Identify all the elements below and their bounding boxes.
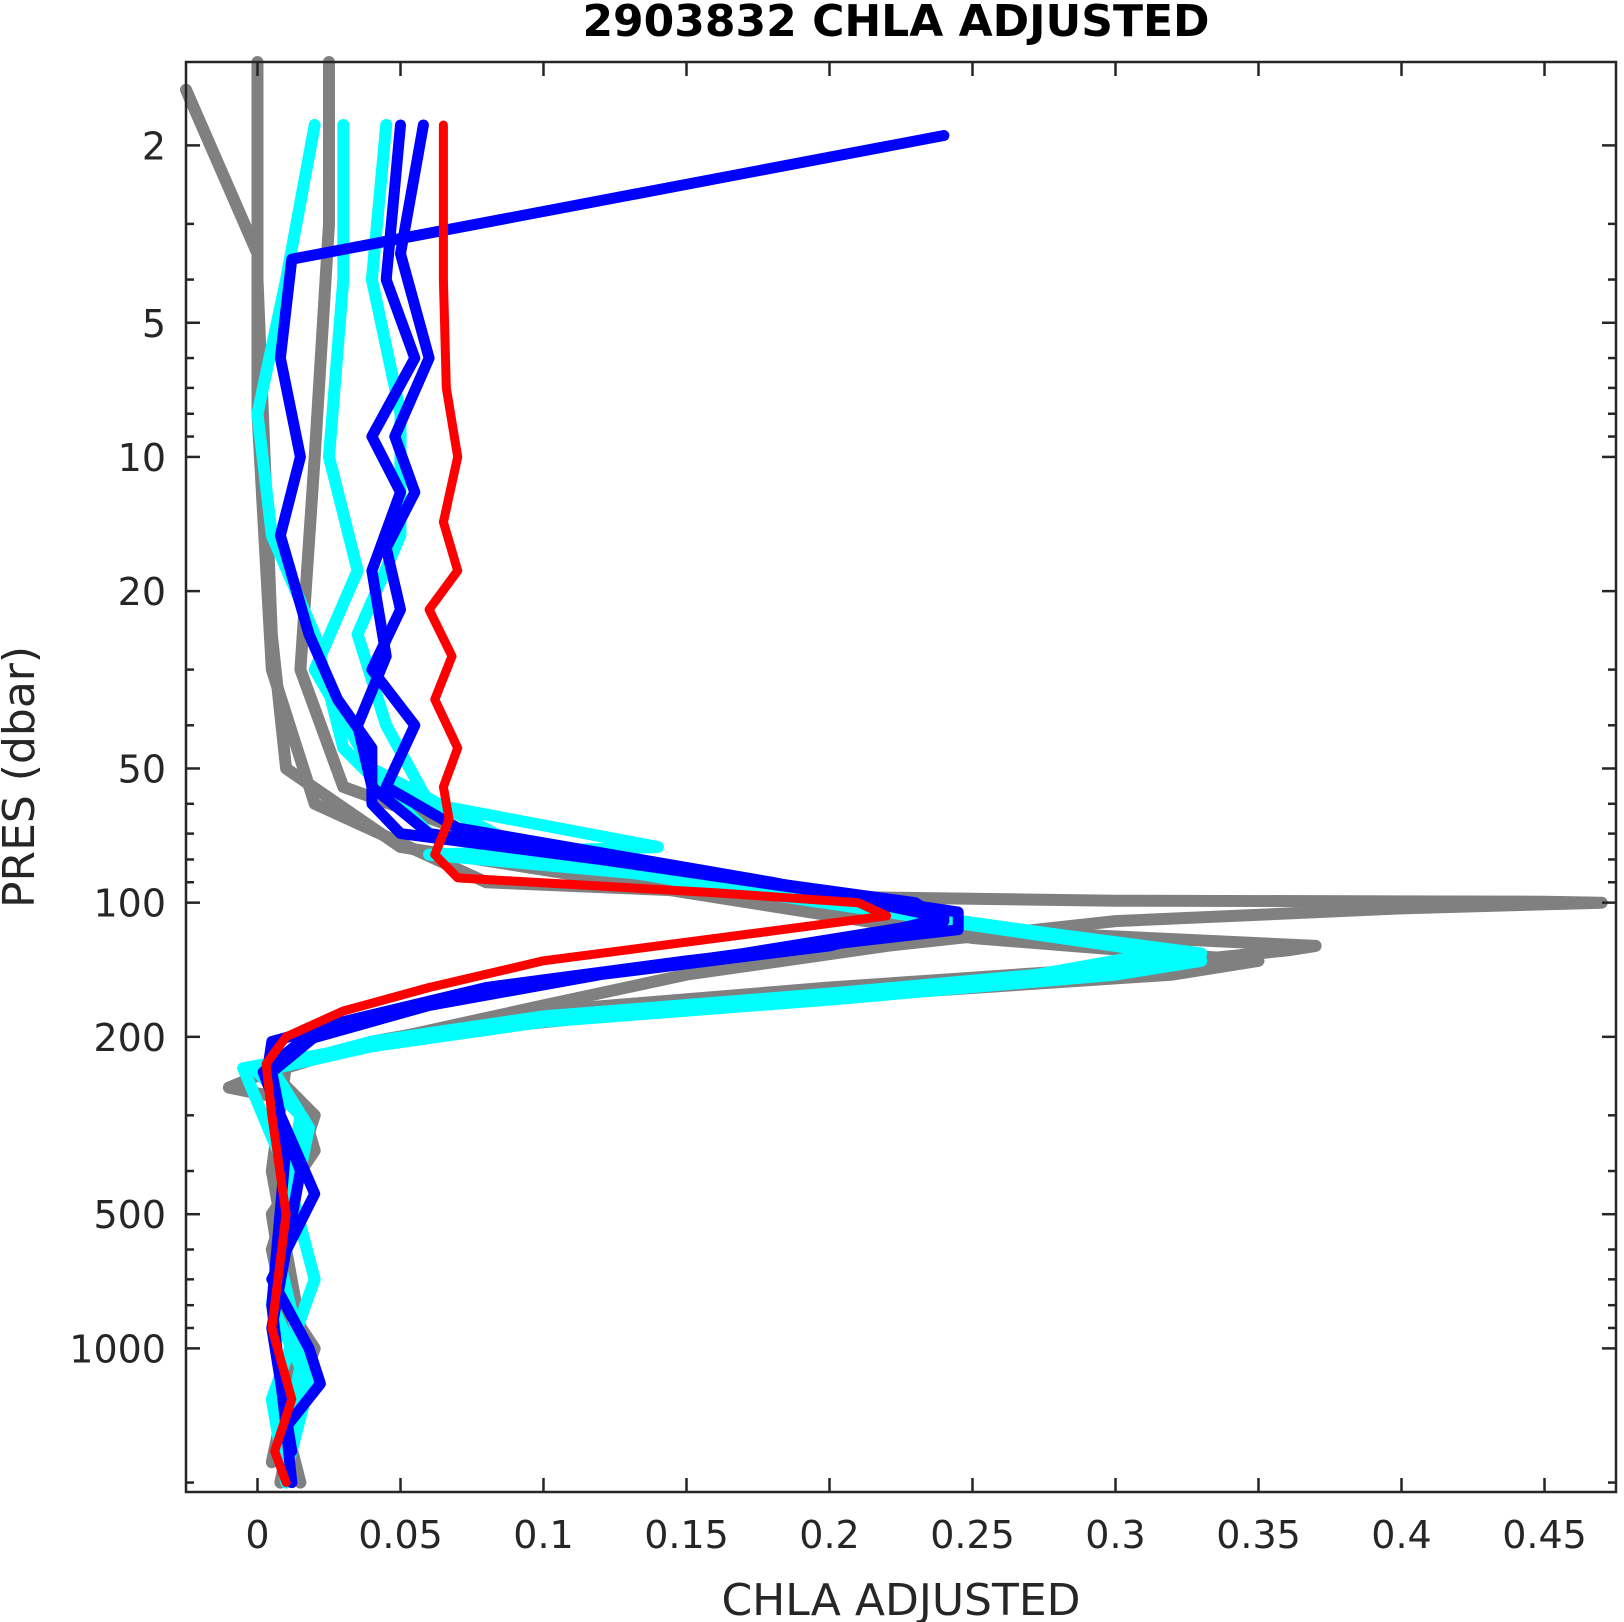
x-tick-label: 0.15 [644,1513,729,1557]
y-tick-label: 1000 [69,1327,166,1371]
x-tick-label: 0.4 [1371,1513,1431,1557]
x-tick-label: 0.1 [513,1513,573,1557]
y-axis-label: PRES (dbar) [0,646,45,908]
x-tick-label: 0.05 [358,1513,443,1557]
x-tick-label: 0 [245,1513,269,1557]
profile-line-7 [260,130,964,1489]
plot-frame [184,60,1618,1494]
y-tick-label: 10 [118,436,166,480]
chart-title: 2903832 CHLA ADJUSTED [582,0,1209,47]
y-tick-label: 100 [93,882,166,926]
profile-line-2 [265,56,1322,1489]
profile-line-1 [180,83,1608,1489]
y-tick-label: 5 [142,302,166,346]
x-tick-label: 0.35 [1216,1513,1301,1557]
series-layer [180,56,1608,1489]
y-tick-label: 200 [93,1016,166,1060]
y-tick-label: 50 [118,747,166,791]
profile-line-9 [257,119,950,1457]
x-tick-label: 0.25 [930,1513,1015,1557]
x-tick-label: 0.45 [1502,1513,1587,1557]
x-tick-label: 0.3 [1085,1513,1145,1557]
y-tick-label: 2 [142,124,166,168]
y-tick-label: 500 [93,1193,166,1237]
profile-line-10 [261,120,892,1488]
axis-ticks: 0 0.05 0.1 0.15 0.2 0.25 0.3 0.35 0.4 0.45 2 5 10 20 5… [69,62,1616,1557]
x-axis-label: CHLA ADJUSTED [721,1575,1080,1622]
profile-line-6 [265,119,1208,1479]
profile-line-8 [266,119,950,1433]
y-tick-label: 20 [118,570,166,614]
x-tick-label: 0.2 [799,1513,859,1557]
